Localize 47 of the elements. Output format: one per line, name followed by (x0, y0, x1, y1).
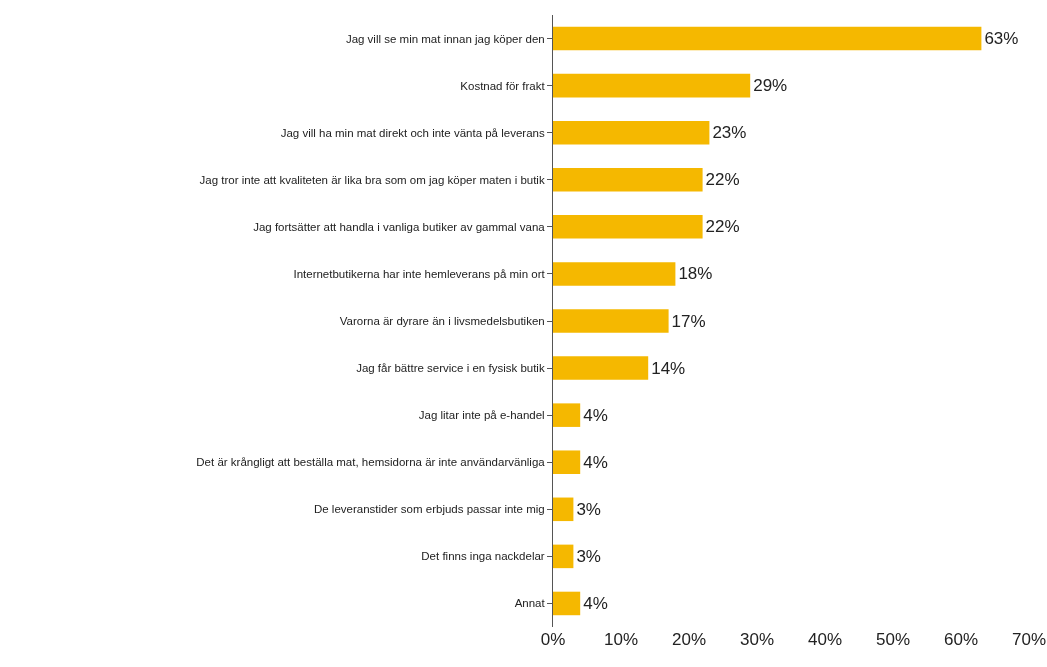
bar (553, 262, 676, 286)
bar (553, 215, 703, 239)
bar (553, 450, 581, 474)
data-label: 4% (583, 405, 608, 425)
bar (553, 120, 710, 145)
y-tick-label: De leveranstider som erbjuds passar inte mig (313, 503, 545, 516)
y-tick-label: Internetbutikerna har inte hemleverans på min ort (293, 267, 546, 280)
y-tick-label: Jag vill se min mat innan jag köper den (345, 32, 545, 45)
data-label: 29% (753, 76, 788, 96)
y-tick-label: Kostnad för frakt (460, 79, 546, 92)
data-label: 4% (583, 593, 608, 613)
bar (553, 73, 751, 98)
data-label: 3% (576, 546, 601, 566)
data-label: 18% (678, 264, 713, 284)
x-tick-label: 30% (739, 630, 775, 649)
data-label: 23% (712, 123, 747, 143)
x-tick-label: 70% (1011, 630, 1047, 649)
x-tick-label: 40% (807, 630, 843, 649)
bar (553, 544, 574, 569)
bar (553, 309, 669, 333)
x-tick-label: 50% (875, 630, 911, 649)
bar (553, 403, 581, 427)
data-label: 17% (671, 311, 706, 331)
y-tick-label: Det finns inga nackdelar (421, 550, 545, 563)
x-tick-label: 20% (671, 630, 707, 649)
x-tick-label: 60% (943, 630, 979, 649)
data-label: 22% (705, 170, 740, 190)
data-label: 22% (705, 217, 740, 237)
data-label: 14% (651, 358, 686, 378)
bar (553, 356, 649, 380)
data-label: 3% (576, 499, 601, 519)
bar (553, 26, 982, 51)
bar (553, 497, 574, 522)
y-tick-label: Det är krångligt att beställa mat, hemsidorna är inte användarvänliga (196, 456, 546, 469)
y-tick-label: Jag fortsätter att handla i vanliga butiker av gammal vana (253, 220, 546, 233)
y-tick-label: Jag litar inte på e-handel (418, 409, 545, 422)
y-tick-label: Varorna är dyrare än i livsmedelsbutiken (339, 315, 545, 328)
bar (553, 168, 703, 192)
x-tick-label: 10% (603, 630, 639, 649)
data-label: 63% (984, 29, 1019, 49)
x-tick-label: 0% (540, 630, 566, 649)
y-tick-label: Jag tror inte att kvaliteten är lika bra som om jag köper maten i butik (199, 173, 545, 186)
y-tick-label: Jag får bättre service i en fysisk butik (356, 362, 545, 375)
bar (553, 591, 581, 616)
data-label: 4% (583, 452, 608, 472)
y-tick-label: Jag vill ha min mat direkt och inte vänta på leverans (280, 126, 545, 139)
y-tick-label: Annat (514, 597, 546, 610)
